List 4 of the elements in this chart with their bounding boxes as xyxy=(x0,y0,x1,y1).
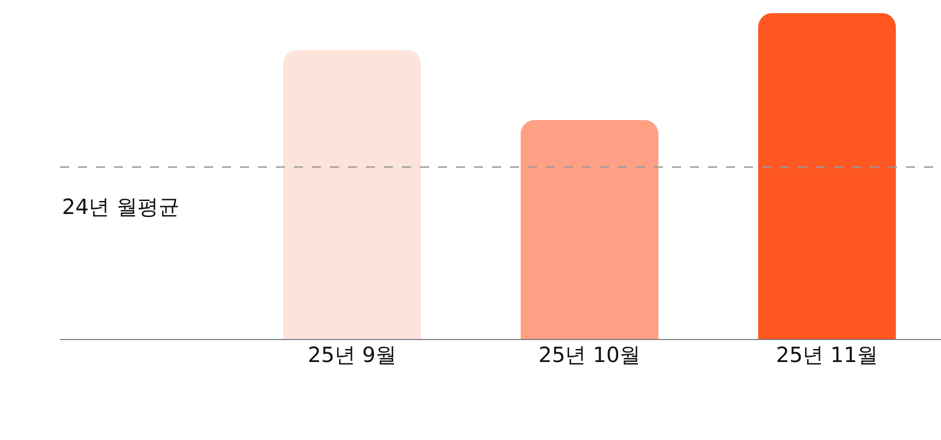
ref-line-label: 24년 월평균 xyxy=(62,195,180,219)
x-tick-label: 25년 10월 xyxy=(538,343,641,367)
x-tick-label: 25년 11월 xyxy=(776,343,878,367)
x-tick-label: 25년 9월 xyxy=(308,343,396,367)
